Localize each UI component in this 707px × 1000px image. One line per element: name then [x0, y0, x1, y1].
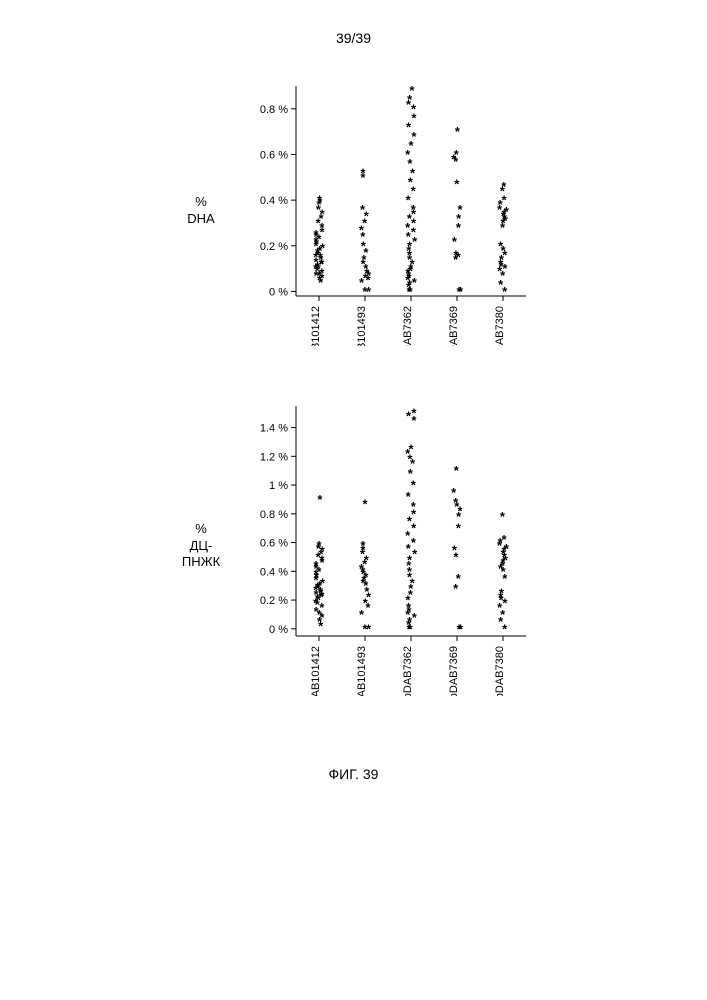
svg-text:1.4 %: 1.4 % [260, 423, 288, 435]
svg-text:pDAB101493: pDAB101493 [356, 646, 368, 696]
svg-text:*: * [411, 129, 417, 144]
svg-text:pDAB7380: pDAB7380 [494, 646, 506, 696]
svg-text:pDAB101412: pDAB101412 [310, 306, 322, 346]
svg-text:pDAB101493: pDAB101493 [356, 306, 368, 346]
charts-container: %DHA 0 % 0.2 % 0.4 % 0.6 % 0.8 % pDAB101412 pD… [0, 76, 707, 746]
svg-text:pDAB7362: pDAB7362 [402, 646, 414, 696]
svg-text:*: * [456, 571, 462, 586]
svg-text:*: * [500, 509, 506, 524]
svg-text:*: * [360, 165, 366, 180]
svg-text:1 %: 1 % [269, 480, 288, 492]
page-number: 39/39 [0, 0, 707, 46]
svg-text:0.8 %: 0.8 % [260, 509, 288, 521]
svg-text:0.2 %: 0.2 % [260, 241, 288, 253]
svg-text:1.2 %: 1.2 % [260, 451, 288, 463]
svg-text:*: * [411, 521, 417, 536]
svg-text:*: * [317, 492, 323, 507]
chart-lcpufa: 0 % 0.2 % 0.4 % 0.6 % 0.8 % 1 % 1.2 % 1.4 % pDAB… [236, 396, 536, 696]
chart-dha: 0 % 0.2 % 0.4 % 0.6 % 0.8 % pDAB101412 pDAB101… [236, 76, 536, 346]
svg-text:*: * [363, 496, 369, 511]
svg-text:0.4 %: 0.4 % [260, 195, 288, 207]
svg-text:0 %: 0 % [269, 624, 288, 636]
svg-text:pDAB7369: pDAB7369 [448, 646, 460, 696]
svg-text:*: * [454, 147, 460, 162]
svg-text:pDAB7362: pDAB7362 [402, 306, 414, 346]
svg-text:pDAB7369: pDAB7369 [448, 306, 460, 346]
svg-text:*: * [455, 124, 461, 139]
svg-text:*: * [412, 610, 418, 625]
svg-text:*: * [411, 406, 417, 421]
svg-text:pDAB101412: pDAB101412 [310, 646, 322, 696]
svg-text:*: * [454, 463, 460, 478]
svg-text:0.6 %: 0.6 % [260, 149, 288, 161]
svg-text:0.4 %: 0.4 % [260, 566, 288, 578]
svg-text:pDAB7380: pDAB7380 [494, 306, 506, 346]
chart-lcpufa-wrap: %ДЦ-ПНЖК 0 % 0.2 % 0.4 % 0.6 % 0.8 % 1 % 1.2 %… [171, 396, 536, 696]
figure-caption: ФИГ. 39 [0, 766, 707, 782]
svg-text:0 %: 0 % [269, 286, 288, 298]
chart-lcpufa-ylabel: %ДЦ-ПНЖК [171, 521, 231, 572]
svg-text:*: * [454, 177, 460, 192]
chart-dha-ylabel: %DHA [171, 194, 231, 228]
chart-dha-wrap: %DHA 0 % 0.2 % 0.4 % 0.6 % 0.8 % pDAB101412 pD… [171, 76, 536, 346]
svg-text:0.8 %: 0.8 % [260, 104, 288, 116]
svg-text:*: * [409, 83, 415, 98]
svg-text:*: * [458, 202, 464, 217]
svg-text:0.2 %: 0.2 % [260, 595, 288, 607]
svg-text:0.6 %: 0.6 % [260, 538, 288, 550]
svg-text:*: * [360, 538, 366, 553]
svg-text:*: * [408, 442, 414, 457]
svg-text:*: * [366, 621, 372, 636]
